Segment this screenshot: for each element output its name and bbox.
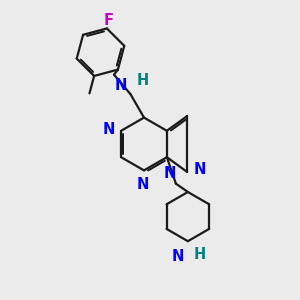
Text: N: N bbox=[164, 166, 176, 181]
Text: F: F bbox=[104, 13, 114, 28]
Text: N: N bbox=[102, 122, 115, 137]
Text: N: N bbox=[115, 78, 127, 93]
Text: N: N bbox=[194, 162, 206, 177]
Text: H: H bbox=[137, 73, 149, 88]
Text: N: N bbox=[172, 249, 184, 264]
Text: N: N bbox=[136, 177, 149, 192]
Text: H: H bbox=[194, 247, 206, 262]
